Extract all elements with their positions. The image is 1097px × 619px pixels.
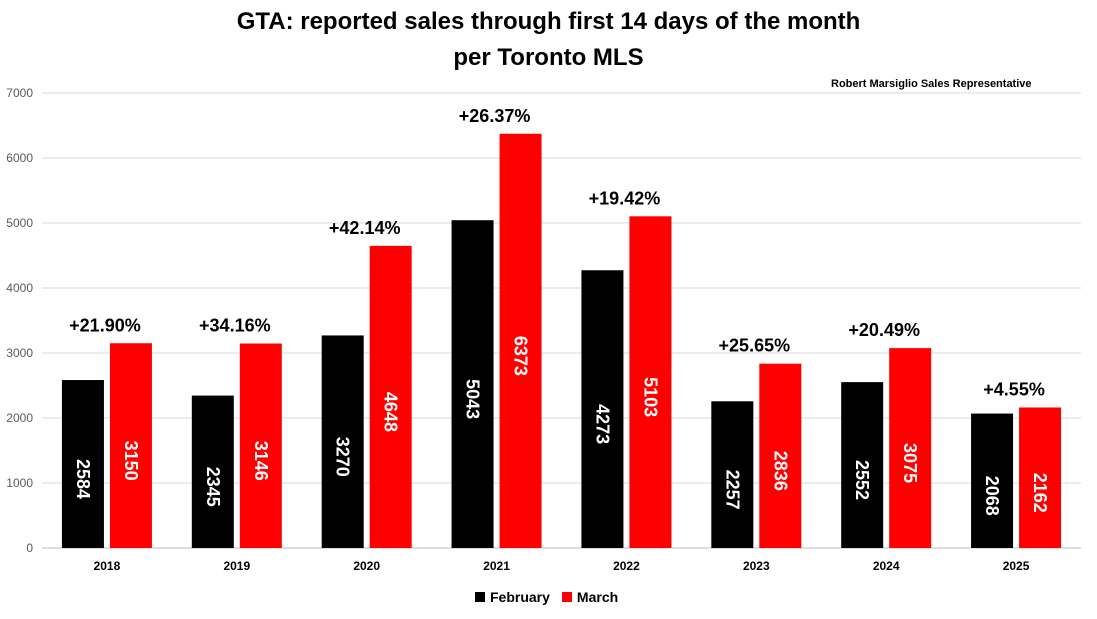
data-label-march: 3146 bbox=[251, 441, 271, 481]
y-tick-label: 1000 bbox=[6, 476, 33, 490]
y-tick-label: 0 bbox=[26, 541, 33, 555]
y-tick-label: 5000 bbox=[6, 216, 33, 230]
change-label: +25.65% bbox=[719, 336, 791, 356]
x-tick-label: 2022 bbox=[613, 559, 640, 573]
data-label-february: 3270 bbox=[333, 437, 353, 477]
bar-february bbox=[711, 401, 754, 548]
data-label-february: 2257 bbox=[722, 470, 742, 510]
legend-label-march: March bbox=[576, 589, 619, 605]
bar-march bbox=[369, 245, 412, 548]
change-label: +19.42% bbox=[589, 188, 661, 208]
data-label-february: 2584 bbox=[73, 459, 93, 499]
data-label-march: 6373 bbox=[511, 336, 531, 376]
bar-february bbox=[61, 380, 104, 548]
x-tick-label: 2018 bbox=[94, 559, 121, 573]
data-label-february: 2068 bbox=[982, 476, 1002, 516]
data-label-february: 2345 bbox=[203, 467, 223, 507]
bar-february bbox=[191, 395, 234, 548]
change-label: +21.90% bbox=[69, 315, 141, 335]
bar-march bbox=[109, 343, 152, 548]
x-tick-label: 2019 bbox=[223, 559, 250, 573]
data-label-february: 5043 bbox=[463, 379, 483, 419]
chart-legend: February March bbox=[475, 589, 630, 605]
data-label-february: 4273 bbox=[592, 404, 612, 444]
data-label-february: 2552 bbox=[852, 460, 872, 500]
x-tick-label: 2024 bbox=[873, 559, 900, 573]
y-tick-label: 6000 bbox=[6, 151, 33, 165]
bar-march bbox=[629, 216, 672, 548]
legend-label-february: February bbox=[490, 589, 550, 605]
data-label-march: 2836 bbox=[770, 451, 790, 491]
change-label: +4.55% bbox=[983, 379, 1045, 399]
legend-item-march: March bbox=[561, 589, 619, 605]
bar-february bbox=[841, 382, 884, 548]
bar-march bbox=[889, 348, 932, 548]
y-tick-label: 2000 bbox=[6, 411, 33, 425]
x-tick-label: 2021 bbox=[483, 559, 510, 573]
chart-title: GTA: reported sales through first 14 day… bbox=[236, 8, 861, 35]
data-label-march: 5103 bbox=[640, 377, 660, 417]
data-label-march: 2162 bbox=[1030, 473, 1050, 513]
bar-march bbox=[239, 343, 282, 548]
y-tick-label: 7000 bbox=[6, 86, 33, 100]
bar-march bbox=[1019, 407, 1062, 548]
data-label-march: 4648 bbox=[381, 392, 401, 432]
y-tick-label: 4000 bbox=[6, 281, 33, 295]
bar-march bbox=[759, 363, 802, 548]
bar-march bbox=[499, 133, 542, 548]
change-label: +34.16% bbox=[199, 316, 271, 336]
bar-february bbox=[581, 270, 624, 548]
bar-february bbox=[321, 335, 364, 548]
bar-february bbox=[971, 413, 1014, 548]
change-label: +20.49% bbox=[848, 320, 920, 340]
chart-subtitle: per Toronto MLS bbox=[453, 44, 644, 71]
change-label: +26.37% bbox=[459, 106, 531, 126]
change-label: +42.14% bbox=[329, 218, 401, 238]
y-tick-label: 3000 bbox=[6, 346, 33, 360]
legend-swatch-march bbox=[561, 592, 572, 602]
x-tick-label: 2025 bbox=[1003, 559, 1030, 573]
x-tick-label: 2020 bbox=[353, 559, 380, 573]
data-label-march: 3150 bbox=[121, 441, 141, 481]
data-label-march: 3075 bbox=[900, 443, 920, 483]
bar-february bbox=[451, 220, 494, 548]
legend-swatch-february bbox=[475, 592, 485, 602]
legend-item-february: February bbox=[475, 589, 550, 605]
chart-annotation: Robert Marsiglio Sales Representative bbox=[831, 78, 1032, 90]
x-tick-label: 2023 bbox=[743, 559, 770, 573]
